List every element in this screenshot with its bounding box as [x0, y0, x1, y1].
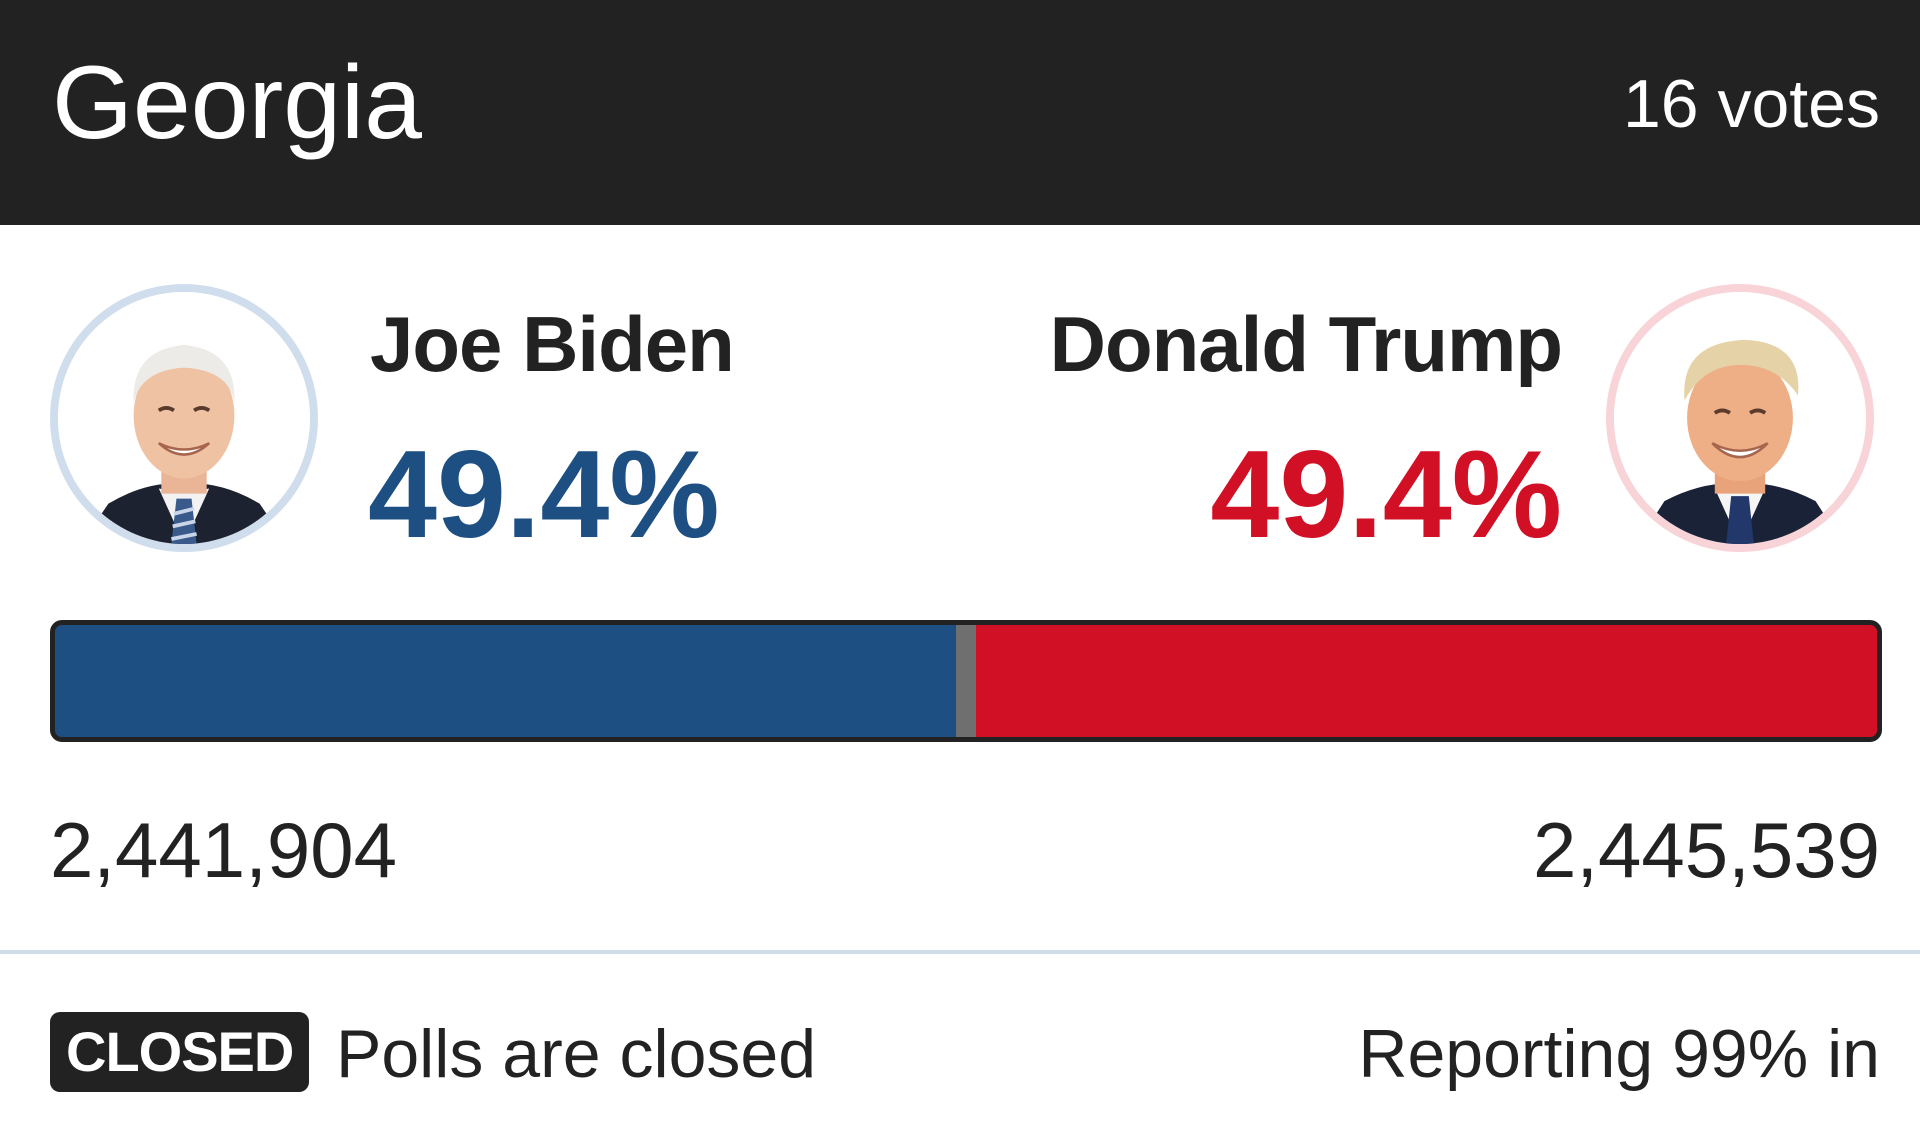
- state-header: Georgia 16 votes: [0, 0, 1920, 225]
- results-bar: [50, 620, 1882, 742]
- state-title: Georgia: [52, 45, 422, 161]
- polls-status: Polls are closed: [336, 1016, 817, 1092]
- trump-vote-count: 2,445,539: [1532, 806, 1880, 894]
- trump-avatar-icon: [1606, 284, 1874, 552]
- status-badge: CLOSED: [50, 1012, 310, 1092]
- footer-divider: [0, 950, 1920, 954]
- trump-bar-segment: [965, 625, 1877, 737]
- biden-avatar-icon: [50, 284, 318, 552]
- biden-vote-count: 2,441,904: [50, 806, 398, 894]
- biden-bar-segment: [55, 625, 966, 737]
- trump-name: Donald Trump: [1049, 300, 1563, 388]
- reporting-status: Reporting 99% in: [1358, 1016, 1880, 1092]
- trump-percent: 49.4%: [1210, 426, 1562, 564]
- electoral-votes: 16 votes: [1622, 66, 1880, 142]
- biden-name: Joe Biden: [370, 300, 735, 388]
- majority-midline: [956, 625, 976, 737]
- biden-percent: 49.4%: [368, 426, 720, 564]
